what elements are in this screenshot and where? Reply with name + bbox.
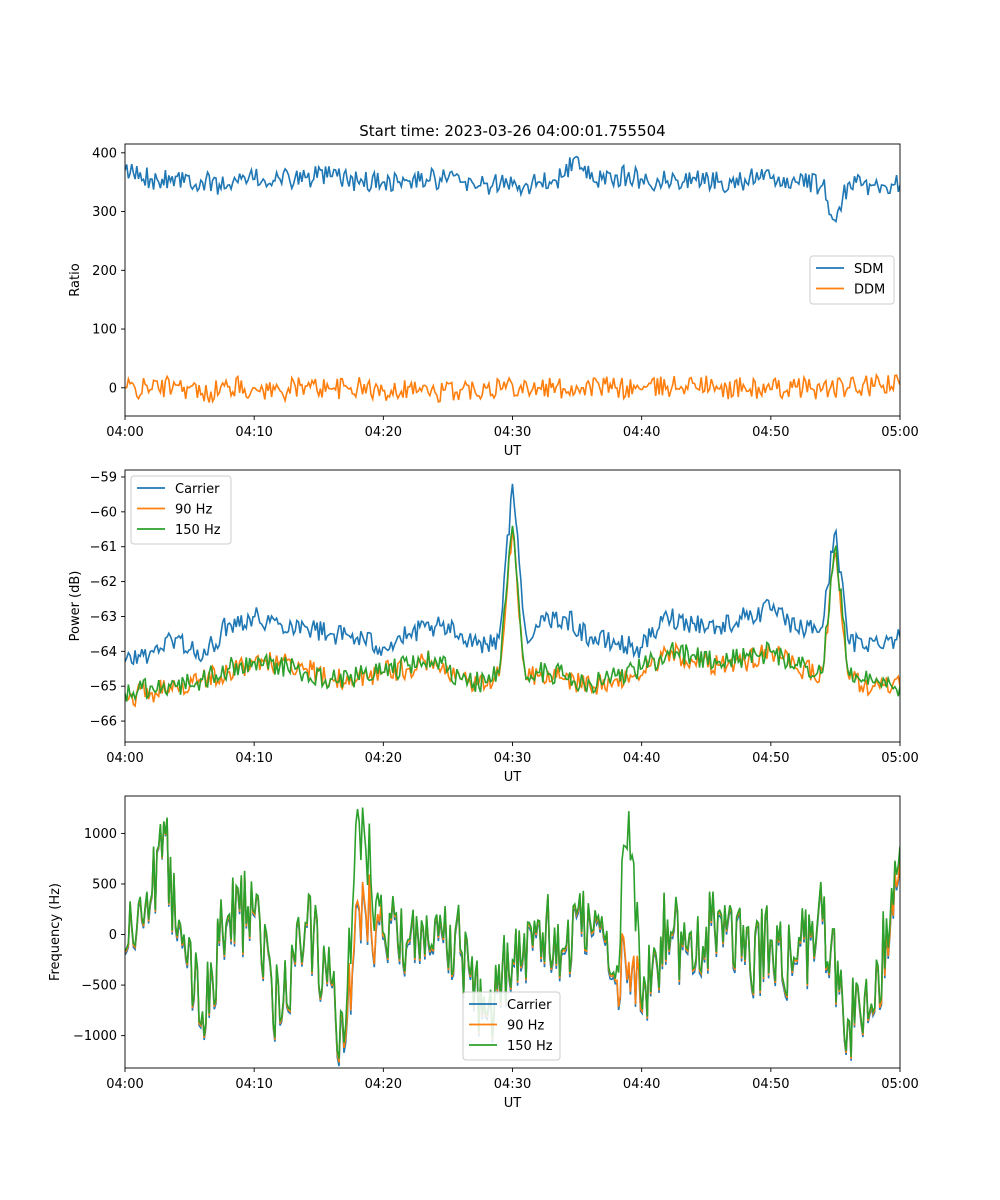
y-tick-label: −61 (90, 540, 117, 555)
x-axis-label: UT (504, 444, 522, 459)
x-tick-label: 04:20 (365, 425, 402, 440)
y-axis-label: Frequency (Hz) (48, 883, 63, 981)
y-tick-label: −500 (81, 979, 117, 994)
plot-area (125, 155, 900, 404)
y-tick-label: −59 (90, 470, 117, 485)
legend: Carrier 90 Hz 150 Hz (462, 991, 561, 1061)
x-tick-label: 04:40 (623, 751, 660, 766)
x-tick-label: 04:50 (752, 1077, 789, 1092)
y-tick-label: −64 (90, 645, 117, 660)
y-tick-label: 200 (92, 264, 117, 279)
x-axis-label: UT (504, 770, 522, 785)
y-tick-label: 400 (92, 146, 117, 161)
plot-area (125, 483, 900, 708)
x-tick-label: 04:10 (235, 425, 272, 440)
x-tick-label: 04:30 (494, 425, 531, 440)
legend-box (130, 475, 232, 545)
x-tick-label: 04:00 (106, 1077, 143, 1092)
chart-panel-1: 04:00 04:10 04:20 04:30 04:40 04:50 05:00 0 100 2… (68, 122, 919, 459)
legend-entry: SDM (854, 262, 883, 277)
legend: Carrier 90 Hz 150 Hz (130, 475, 232, 545)
y-axis-label: Power (dB) (68, 571, 83, 642)
plot-area (125, 807, 900, 1067)
y-tick-label: −1000 (73, 1029, 117, 1044)
x-tick-label: 04:10 (235, 751, 272, 766)
y-tick-label: −65 (90, 680, 117, 695)
x-tick-label: 04:40 (623, 425, 660, 440)
series-line-3 (125, 807, 900, 1059)
x-tick-label: 04:00 (106, 425, 143, 440)
x-tick-label: 04:50 (752, 751, 789, 766)
chart-title: Start time: 2023-03-26 04:00:01.755504 (359, 122, 665, 140)
x-axis-label: UT (504, 1096, 522, 1111)
legend-box (462, 991, 561, 1061)
series-line-1 (125, 155, 900, 224)
y-tick-label: 0 (109, 928, 117, 943)
chart-panel-2: 04:00 04:10 04:20 04:30 04:40 04:50 05:00 −66 −6… (68, 469, 919, 785)
legend-entry: 90 Hz (175, 503, 212, 518)
y-tick-label: 1000 (84, 827, 117, 842)
y-tick-label: −62 (90, 575, 117, 590)
x-tick-label: 04:20 (365, 1077, 402, 1092)
chart-panel-3: 04:00 04:10 04:20 04:30 04:40 04:50 05:00 −1000… (48, 795, 919, 1111)
y-tick-label: −63 (90, 610, 117, 625)
y-tick-label: 500 (92, 877, 117, 892)
x-tick-label: 04:50 (752, 425, 789, 440)
x-tick-label: 04:40 (623, 1077, 660, 1092)
legend-entry: 150 Hz (507, 1039, 553, 1054)
y-tick-label: 300 (92, 205, 117, 220)
x-tick-label: 04:30 (494, 1077, 531, 1092)
x-tick-label: 05:00 (881, 425, 918, 440)
y-tick-label: 0 (109, 381, 117, 396)
y-axis-label: Ratio (68, 263, 83, 296)
y-tick-label: 100 (92, 323, 117, 338)
series-line-1 (125, 483, 900, 666)
series-line-2 (125, 372, 900, 404)
legend-entry: DDM (854, 283, 885, 298)
legend-entry: 90 Hz (507, 1019, 544, 1034)
axes-frame (124, 469, 901, 743)
legend-entry: Carrier (507, 998, 552, 1013)
series-line-3 (125, 525, 900, 702)
x-tick-label: 04:10 (235, 1077, 272, 1092)
legend-entry: Carrier (175, 482, 220, 497)
x-tick-label: 04:20 (365, 751, 402, 766)
x-tick-label: 04:30 (494, 751, 531, 766)
legend-entry: 150 Hz (175, 523, 221, 538)
y-tick-label: −66 (90, 715, 117, 730)
legend: SDM DDM (809, 255, 895, 305)
x-tick-label: 05:00 (881, 751, 918, 766)
x-tick-label: 04:00 (106, 751, 143, 766)
x-tick-label: 05:00 (881, 1077, 918, 1092)
y-tick-label: −60 (90, 505, 117, 520)
